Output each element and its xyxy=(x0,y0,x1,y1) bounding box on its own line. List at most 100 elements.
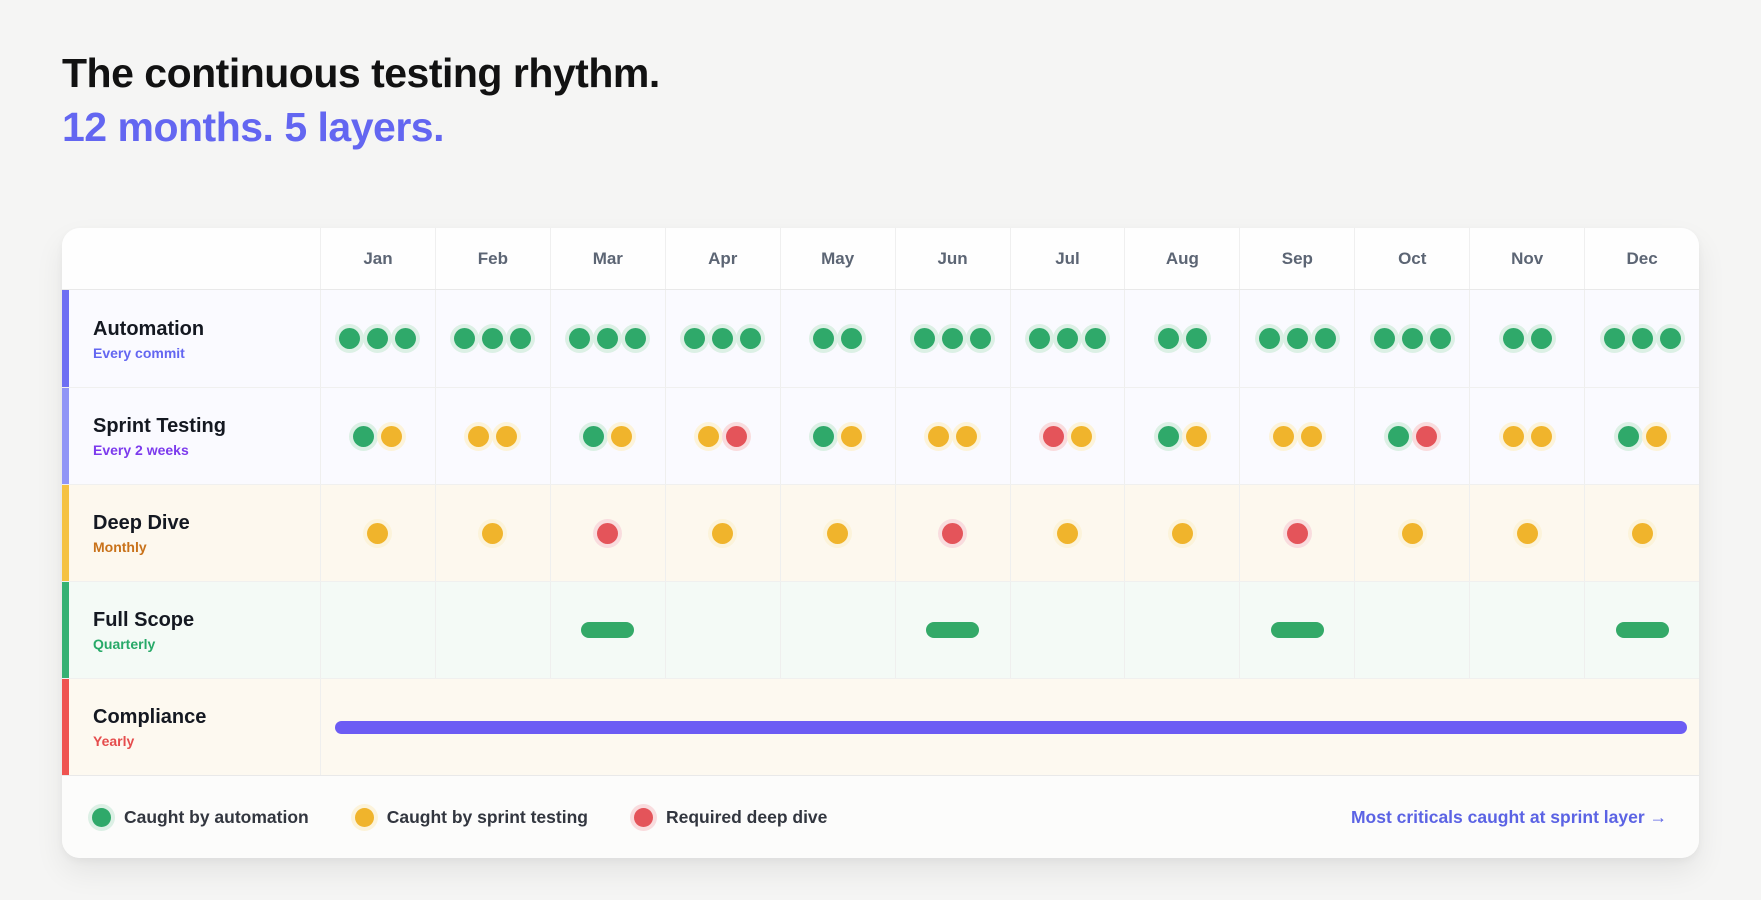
marker-dot-green xyxy=(813,425,835,447)
cell-full-scope-feb xyxy=(434,582,550,679)
marker-dot-green xyxy=(712,328,734,350)
marker-dot-yellow xyxy=(1272,425,1294,447)
marker-dot-yellow xyxy=(1530,425,1552,447)
marker-dot-green xyxy=(1185,328,1207,350)
cell-automation-nov xyxy=(1469,290,1584,388)
month-header-mar: Mar xyxy=(549,228,665,290)
cell-sprint-testing-may xyxy=(779,388,895,485)
cell-automation-jul xyxy=(1009,290,1125,388)
marker-dot-yellow xyxy=(1401,522,1423,544)
marker-dot-yellow xyxy=(482,522,504,544)
marker-dot-green xyxy=(1084,328,1106,350)
cell-deep-dive-mar xyxy=(549,485,665,582)
marker-dot-green xyxy=(1157,425,1179,447)
year-cell xyxy=(320,679,1699,776)
marker-dot-red xyxy=(1415,425,1437,447)
cell-sprint-testing-jun xyxy=(894,388,1010,485)
cell-full-scope-nov xyxy=(1469,582,1584,679)
legend-label: Caught by sprint testing xyxy=(386,806,588,827)
month-header-jan: Jan xyxy=(320,228,435,290)
marker-dot-green xyxy=(1028,328,1050,350)
row-label-cell: Full Scope Quarterly xyxy=(69,582,320,678)
cell-sprint-testing-aug xyxy=(1124,388,1239,485)
marker-dot-yellow xyxy=(1516,522,1538,544)
marker-dot-green xyxy=(625,328,647,350)
row-title: Full Scope xyxy=(93,609,195,632)
cell-full-scope-sep xyxy=(1239,582,1354,679)
cell-automation-sep xyxy=(1239,290,1354,388)
cell-automation-jan xyxy=(320,290,435,388)
marker-dot-green xyxy=(1373,328,1395,350)
legend-label: Required deep dive xyxy=(665,806,828,827)
month-header-jul: Jul xyxy=(1009,228,1125,290)
marker-dot-green xyxy=(970,328,992,350)
cell-full-scope-jan xyxy=(320,582,435,679)
row-accent-bar xyxy=(62,290,69,388)
cell-automation-jun xyxy=(894,290,1010,388)
row-full-scope: Full Scope Quarterly xyxy=(62,581,1699,679)
cell-automation-oct xyxy=(1354,290,1469,388)
cell-full-scope-oct xyxy=(1354,582,1469,679)
marker-dot-yellow xyxy=(956,425,978,447)
row-title: Automation xyxy=(93,317,205,340)
month-header-jun: Jun xyxy=(894,228,1010,290)
marker-dot-green xyxy=(813,328,835,350)
marker-dot-green xyxy=(583,425,605,447)
cell-deep-dive-nov xyxy=(1469,485,1584,582)
marker-dot-red xyxy=(942,522,964,544)
row-title: Deep Dive xyxy=(93,512,190,535)
cell-automation-feb xyxy=(434,290,550,388)
cell-deep-dive-oct xyxy=(1354,485,1469,582)
cell-automation-mar xyxy=(549,290,665,388)
legend-row: Caught by automation Caught by sprint tes… xyxy=(62,775,1699,859)
cell-automation-apr xyxy=(664,290,780,388)
marker-dot-green xyxy=(942,328,964,350)
page-subtitle: 12 months. 5 layers. xyxy=(62,104,444,151)
cell-automation-aug xyxy=(1124,290,1239,388)
month-headers: Jan Feb Mar Apr May Jun Jul Aug Sep Oct Nov Dec xyxy=(320,228,1699,290)
header-label-spacer xyxy=(62,228,320,289)
legend-dot-red xyxy=(633,807,653,827)
cell-full-scope-jul xyxy=(1009,582,1125,679)
marker-dot-yellow xyxy=(928,425,950,447)
row-cadence: Quarterly xyxy=(93,636,156,653)
month-header-dec: Dec xyxy=(1584,228,1699,290)
marker-dot-red xyxy=(726,425,748,447)
legend-item-red: Required deep dive xyxy=(633,806,828,828)
marker-dot-green xyxy=(1502,328,1524,350)
cell-full-scope-jun xyxy=(894,582,1010,679)
marker-dot-green xyxy=(353,425,375,447)
month-header-oct: Oct xyxy=(1354,228,1469,290)
row-cells xyxy=(320,485,1699,582)
footnote-link[interactable]: Most criticals caught at sprint layer → xyxy=(1350,806,1667,827)
cell-deep-dive-dec xyxy=(1584,485,1699,582)
legend-dot-yellow xyxy=(354,807,374,827)
cell-sprint-testing-feb xyxy=(434,388,550,485)
marker-dot-green xyxy=(569,328,591,350)
marker-dot-yellow xyxy=(1645,425,1667,447)
marker-dot-yellow xyxy=(1300,425,1322,447)
row-cells xyxy=(320,388,1699,485)
marker-dot-yellow xyxy=(367,522,389,544)
row-label-cell: Deep Dive Monthly xyxy=(69,485,320,581)
marker-dot-green xyxy=(510,328,532,350)
marker-dot-green xyxy=(367,328,389,350)
row-label-cell: Automation Every commit xyxy=(69,290,320,387)
row-cadence: Every 2 weeks xyxy=(93,442,189,459)
marker-dot-green xyxy=(841,328,863,350)
legend-dot-green xyxy=(92,807,111,827)
marker-dot-yellow xyxy=(468,425,490,447)
marker-dot-yellow xyxy=(381,425,403,447)
testing-rhythm-card: Jan Feb Mar Apr May Jun Jul Aug Sep Oct Nov Dec Aut… xyxy=(62,228,1699,859)
marker-dot-green xyxy=(1603,328,1625,350)
cell-full-scope-aug xyxy=(1124,582,1239,679)
marker-dot-green xyxy=(1387,425,1409,447)
marker-dot-green xyxy=(1286,328,1308,350)
row-sprint-testing: Sprint Testing Every 2 weeks xyxy=(62,387,1699,485)
marker-dot-green xyxy=(684,328,706,350)
cell-deep-dive-jul xyxy=(1009,485,1125,582)
marker-dot-yellow xyxy=(1056,522,1078,544)
row-deep-dive: Deep Dive Monthly xyxy=(62,484,1699,582)
month-header-apr: Apr xyxy=(664,228,780,290)
marker-dot-red xyxy=(597,522,619,544)
